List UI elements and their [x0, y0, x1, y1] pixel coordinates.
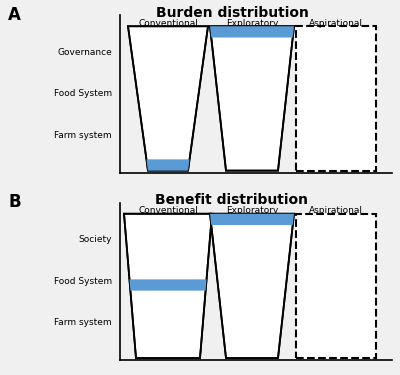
Text: Conventional: Conventional: [138, 206, 198, 215]
Text: Benefit distribution: Benefit distribution: [156, 193, 308, 207]
Text: Burden distribution: Burden distribution: [156, 6, 308, 20]
Text: Food System: Food System: [54, 277, 112, 286]
Text: Aspirational: Aspirational: [309, 206, 363, 215]
Polygon shape: [210, 214, 294, 358]
Text: Conventional: Conventional: [138, 19, 198, 28]
Text: Exploratory: Exploratory: [226, 206, 278, 215]
Bar: [296, 214, 376, 358]
Text: Food System: Food System: [54, 89, 112, 98]
Polygon shape: [130, 279, 206, 291]
Text: Exploratory: Exploratory: [226, 19, 278, 28]
Polygon shape: [210, 26, 294, 38]
Polygon shape: [124, 214, 212, 358]
Text: Farm system: Farm system: [54, 130, 112, 140]
Text: Society: Society: [78, 236, 112, 244]
Text: Governance: Governance: [57, 48, 112, 57]
Text: A: A: [8, 6, 21, 24]
Text: Farm system: Farm system: [54, 318, 112, 327]
Text: B: B: [8, 193, 21, 211]
Polygon shape: [146, 159, 190, 171]
Polygon shape: [128, 26, 208, 171]
Polygon shape: [210, 26, 294, 171]
Polygon shape: [210, 214, 294, 225]
Bar: [296, 26, 376, 171]
Text: Aspirational: Aspirational: [309, 19, 363, 28]
